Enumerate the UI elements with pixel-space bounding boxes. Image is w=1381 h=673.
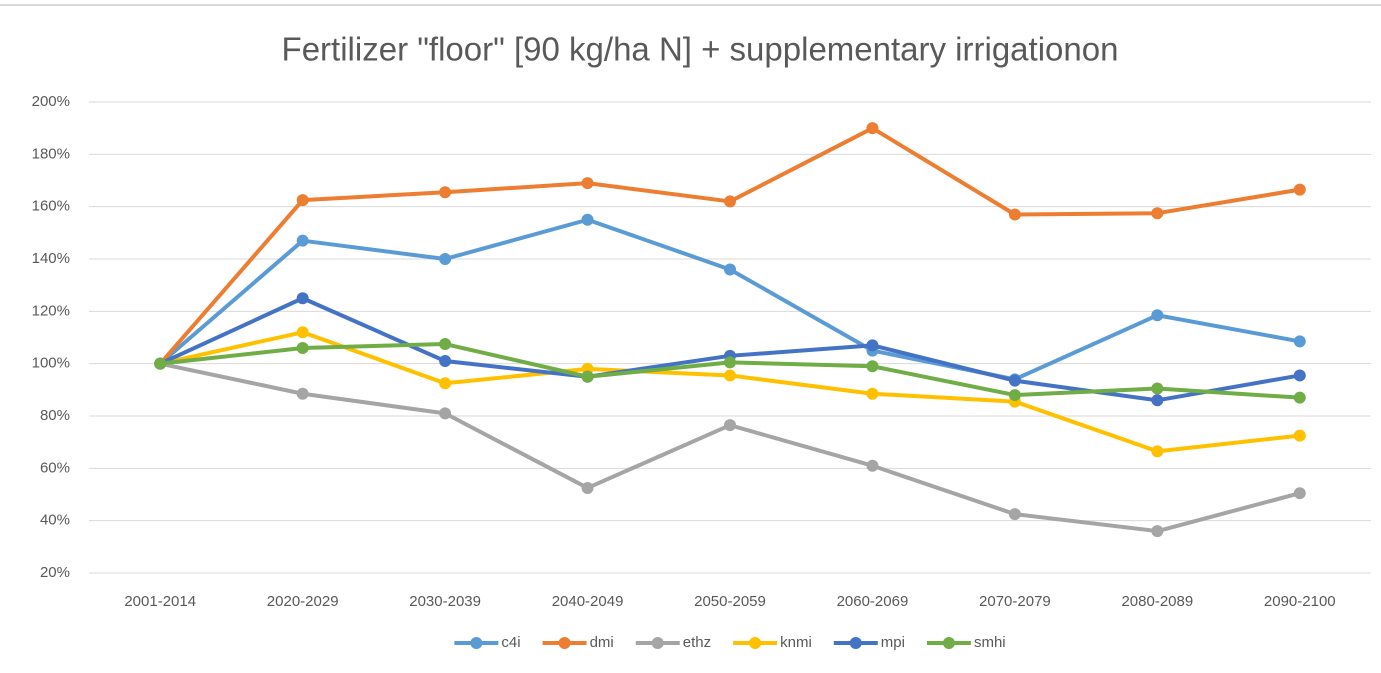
legend-label: mpi xyxy=(881,634,905,651)
data-point xyxy=(1293,487,1306,500)
data-point xyxy=(296,387,309,400)
data-point xyxy=(439,186,452,199)
data-point xyxy=(866,387,879,400)
data-point xyxy=(724,263,736,276)
x-tick-label: 2020-2029 xyxy=(267,593,339,610)
legend-label: dmi xyxy=(590,634,614,651)
legend-label: c4i xyxy=(501,634,520,651)
data-point xyxy=(439,338,452,351)
legend-label: ethz xyxy=(683,634,711,651)
data-point xyxy=(296,234,309,247)
data-point xyxy=(581,213,594,226)
data-point xyxy=(1008,374,1021,387)
data-point xyxy=(1293,391,1306,404)
data-point xyxy=(1151,394,1164,407)
data-point xyxy=(1293,335,1306,348)
legend-marker xyxy=(749,637,762,649)
y-tick-label: 120% xyxy=(32,302,70,319)
data-point xyxy=(296,194,309,207)
legend-marker xyxy=(942,637,955,649)
data-point xyxy=(1151,525,1164,538)
legend-item: dmi xyxy=(542,634,614,651)
data-point xyxy=(724,195,736,208)
data-point xyxy=(1293,183,1306,196)
data-point xyxy=(581,370,594,383)
y-tick-label: 100% xyxy=(32,355,70,372)
legend-marker xyxy=(470,637,483,649)
y-tick-label: 140% xyxy=(32,250,70,267)
data-point xyxy=(1008,508,1021,521)
y-tick-label: 180% xyxy=(32,145,70,162)
data-point xyxy=(154,357,167,370)
y-tick-label: 60% xyxy=(40,459,70,476)
legend-item: mpi xyxy=(833,634,905,651)
data-point xyxy=(866,122,879,135)
x-tick-label: 2080-2089 xyxy=(1121,593,1193,610)
x-tick-label: 2070-2079 xyxy=(979,593,1051,610)
data-point xyxy=(866,459,879,472)
data-point xyxy=(1008,208,1021,221)
series-line xyxy=(158,296,1302,403)
data-point xyxy=(1293,429,1306,442)
grid: 20% 40% 60% 80% 100% 120% 140% 160% 180% 200% 2001… xyxy=(32,93,1371,610)
data-point xyxy=(581,177,594,190)
data-point xyxy=(439,253,452,265)
data-point xyxy=(1151,309,1164,322)
data-point xyxy=(1293,369,1306,382)
legend-label: knmi xyxy=(780,634,812,651)
data-point xyxy=(296,292,309,305)
chart-title: Fertilizer "floor" [90 kg/ha N] + supple… xyxy=(282,31,1119,68)
legend-item: c4i xyxy=(454,634,521,651)
legend-item: knmi xyxy=(733,634,812,651)
data-point xyxy=(1151,382,1164,395)
y-tick-label: 20% xyxy=(40,564,70,581)
data-point xyxy=(439,407,452,420)
legend-marker xyxy=(558,637,571,649)
data-point xyxy=(724,419,736,432)
legend-label: smhi xyxy=(974,634,1006,651)
data-point xyxy=(1008,389,1021,402)
legend-item: smhi xyxy=(926,634,1006,651)
y-tick-label: 160% xyxy=(32,198,70,215)
y-tick-label: 40% xyxy=(40,512,70,529)
data-point xyxy=(296,326,309,339)
x-tick-label: 2040-2049 xyxy=(552,593,624,610)
data-point xyxy=(1151,207,1164,220)
legend-marker xyxy=(849,637,862,649)
data-point xyxy=(866,339,879,352)
data-point xyxy=(439,355,452,368)
legend: c4i dmi ethz knmi mpi smhi xyxy=(454,634,1006,651)
data-point xyxy=(296,341,309,354)
data-point xyxy=(581,481,594,494)
legend-item: ethz xyxy=(635,634,711,651)
legend-marker xyxy=(651,637,664,649)
plot xyxy=(154,122,1306,538)
data-point xyxy=(724,369,736,382)
x-tick-label: 2001-2014 xyxy=(124,593,196,610)
x-tick-label: 2090-2100 xyxy=(1264,593,1336,610)
y-tick-label: 200% xyxy=(32,93,70,110)
data-point xyxy=(866,360,879,373)
data-point xyxy=(439,377,452,390)
y-tick-label: 80% xyxy=(40,407,70,424)
data-point xyxy=(1151,445,1164,458)
data-point xyxy=(724,356,736,369)
x-tick-label: 2050-2059 xyxy=(694,593,766,610)
x-tick-label: 2030-2039 xyxy=(409,593,481,610)
x-tick-label: 2060-2069 xyxy=(837,593,909,610)
